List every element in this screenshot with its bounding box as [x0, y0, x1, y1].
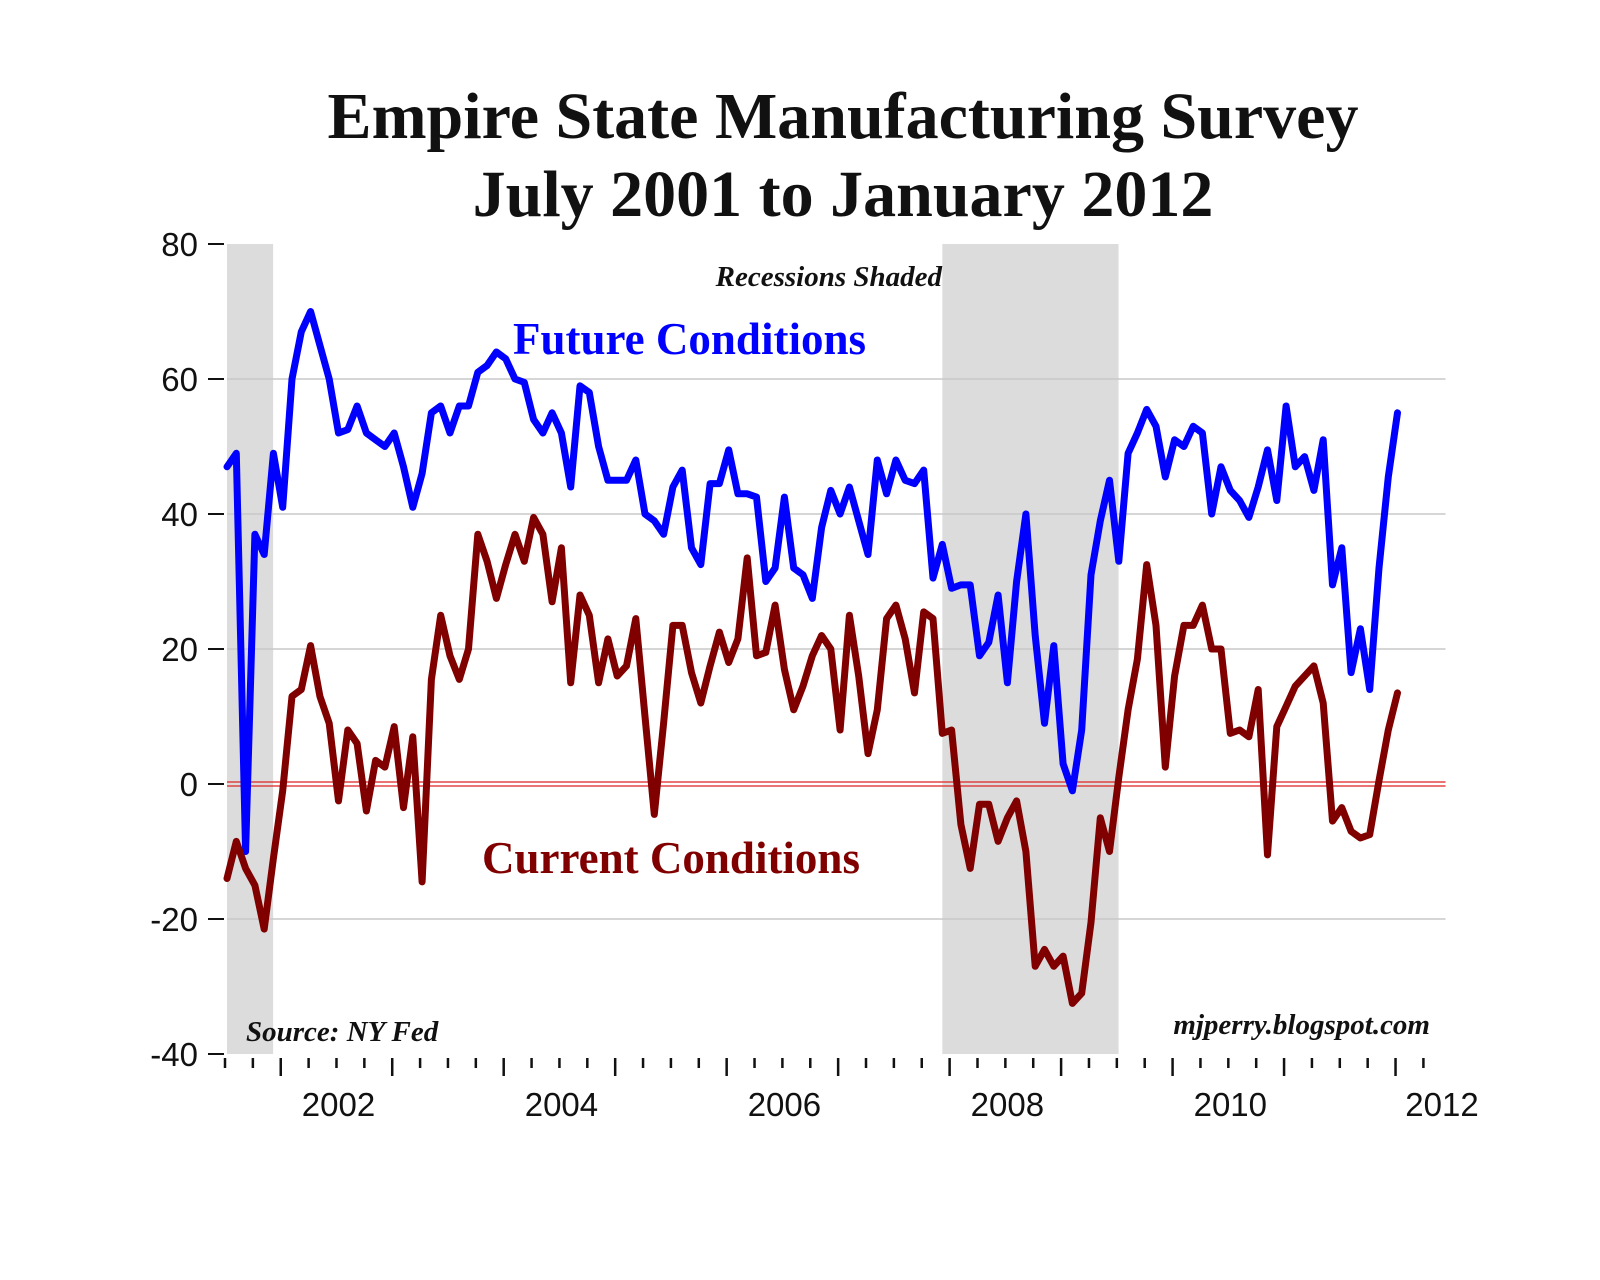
credit-note: mjperry.blogspot.com [1173, 1009, 1430, 1041]
chart-subtitle: July 2001 to January 2012 [472, 158, 1214, 231]
x-tick-label: 2010 [1194, 1086, 1267, 1123]
recessions-note: Recessions Shaded [715, 261, 943, 293]
source-note: Source: NY Fed [246, 1016, 439, 1048]
y-tick-label: 80 [161, 226, 198, 263]
y-tick-label: 40 [161, 496, 198, 533]
x-tick-label: 2006 [748, 1086, 821, 1123]
x-tick-label: 2012 [1405, 1086, 1478, 1123]
x-tick-label: 2004 [525, 1086, 598, 1123]
legend-current-conditions: Current Conditions [482, 833, 860, 883]
y-tick-label: 60 [161, 361, 198, 398]
y-tick-label: 0 [180, 766, 198, 803]
series-line-current-conditions [223, 513, 1401, 1007]
y-tick-label: 20 [161, 631, 198, 668]
x-tick-label: 2008 [971, 1086, 1044, 1123]
chart-title: Empire State Manufacturing Survey [327, 80, 1359, 153]
x-tick-label: 2002 [302, 1086, 375, 1123]
legend-future-conditions: Future Conditions [513, 314, 866, 364]
y-tick-label: -20 [150, 901, 198, 938]
series-line-future-conditions [223, 308, 1401, 855]
y-tick-label: -40 [150, 1036, 198, 1073]
